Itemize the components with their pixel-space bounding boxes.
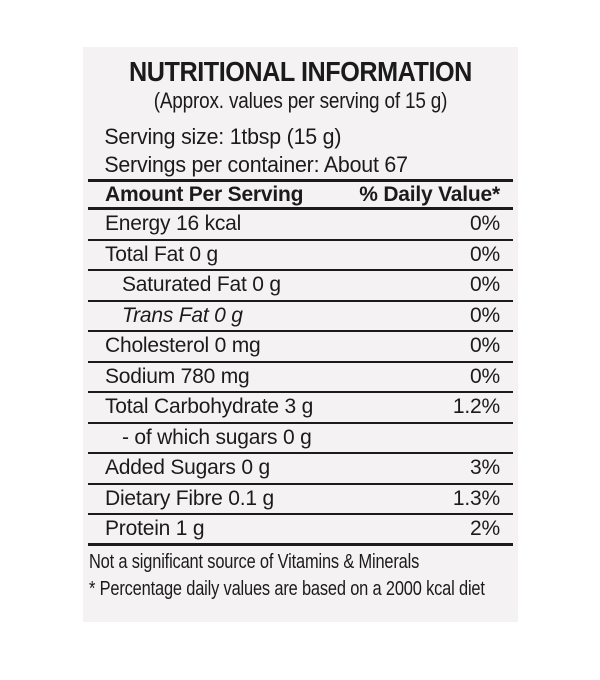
nutrient-daily-value: 0% bbox=[470, 273, 500, 297]
nutrient-name: Cholesterol 0 mg bbox=[105, 334, 261, 358]
panel-title: NUTRITIONAL INFORMATION bbox=[129, 56, 472, 87]
nutrient-name: Protein 1 g bbox=[105, 516, 205, 540]
nutrient-daily-value: 3% bbox=[470, 456, 500, 480]
serving-size-line: Serving size: 1tbsp (15 g) bbox=[104, 124, 342, 149]
nutrient-daily-value: 2% bbox=[470, 516, 500, 540]
nutrient-name: - of which sugars 0 g bbox=[122, 425, 312, 449]
nutrient-daily-value: 1.3% bbox=[452, 486, 500, 510]
nutrient-daily-value: 0% bbox=[470, 334, 500, 358]
nutrient-daily-value: 0% bbox=[470, 212, 500, 236]
nutrition-table-header: Amount Per Serving % Daily Value* bbox=[88, 182, 513, 210]
nutrient-name: Trans Fat 0 g bbox=[122, 303, 243, 327]
nutrition-facts-panel: NUTRITIONAL INFORMATION (Approx. values … bbox=[83, 47, 518, 622]
nutrition-table-rows: Energy 16 kcal 0% Total Fat 0 g 0% Saturated… bbox=[88, 210, 513, 546]
nutrition-table: Amount Per Serving % Daily Value* Energy… bbox=[88, 179, 513, 546]
footnote-vitamins: Not a significant source of Vitamins & M… bbox=[89, 550, 420, 573]
nutrient-row: Total Carbohydrate 3 g 1.2% bbox=[88, 393, 513, 424]
footnotes: Not a significant source of Vitamins & M… bbox=[89, 549, 518, 603]
nutrient-name: Total Fat 0 g bbox=[105, 242, 218, 266]
nutrient-row: Dietary Fibre 0.1 g 1.3% bbox=[88, 485, 513, 515]
nutrient-daily-value: 0% bbox=[470, 242, 500, 266]
nutrient-row: Protein 1 g 2% bbox=[88, 515, 513, 546]
amount-per-serving-header: Amount Per Serving bbox=[105, 182, 304, 206]
nutrient-row: - of which sugars 0 g bbox=[88, 424, 513, 454]
spacer bbox=[83, 115, 518, 123]
nutrient-daily-value: 1.2% bbox=[452, 395, 500, 419]
panel-subtitle: (Approx. values per serving of 15 g) bbox=[153, 88, 448, 113]
nutrient-name: Total Carbohydrate 3 g bbox=[105, 395, 314, 419]
nutrient-row: Added Sugars 0 g 3% bbox=[88, 454, 513, 485]
nutrient-row: Total Fat 0 g 0% bbox=[88, 241, 513, 271]
nutrient-row: Energy 16 kcal 0% bbox=[88, 210, 513, 241]
daily-value-header: % Daily Value* bbox=[359, 182, 500, 206]
nutrient-name: Sodium 780 mg bbox=[105, 364, 250, 388]
nutrient-name: Saturated Fat 0 g bbox=[122, 273, 281, 297]
nutrient-row: Sodium 780 mg 0% bbox=[88, 363, 513, 393]
nutrient-daily-value: 0% bbox=[470, 303, 500, 327]
servings-per-container-line: Servings per container: About 67 bbox=[104, 152, 408, 177]
nutrient-name: Added Sugars 0 g bbox=[105, 456, 270, 480]
nutrient-daily-value: 0% bbox=[470, 364, 500, 388]
nutrient-row: Saturated Fat 0 g 0% bbox=[88, 271, 513, 302]
nutrient-row: Trans Fat 0 g 0% bbox=[88, 302, 513, 332]
nutrient-name: Energy 16 kcal bbox=[105, 212, 242, 236]
nutrient-name: Dietary Fibre 0.1 g bbox=[105, 486, 274, 510]
nutrient-row: Cholesterol 0 mg 0% bbox=[88, 332, 513, 363]
footnote-daily-values: * Percentage daily values are based on a… bbox=[89, 577, 485, 600]
